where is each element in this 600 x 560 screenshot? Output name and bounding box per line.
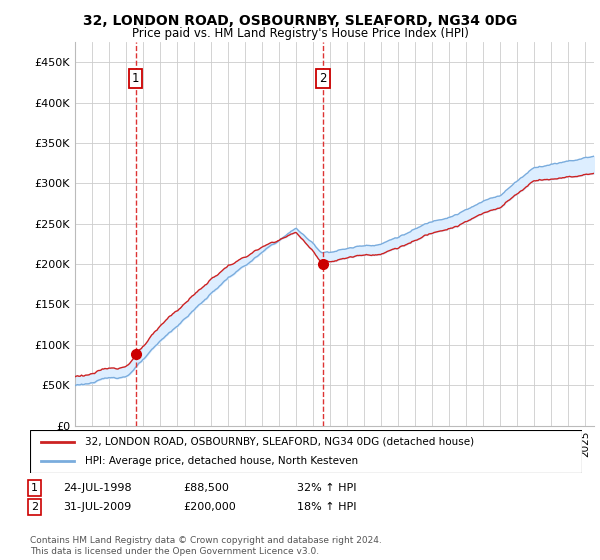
Text: 18% ↑ HPI: 18% ↑ HPI <box>297 502 356 512</box>
Text: 1: 1 <box>132 72 139 85</box>
Text: 2: 2 <box>319 72 327 85</box>
Text: Contains HM Land Registry data © Crown copyright and database right 2024.
This d: Contains HM Land Registry data © Crown c… <box>30 536 382 556</box>
FancyBboxPatch shape <box>30 430 582 473</box>
Text: £88,500: £88,500 <box>183 483 229 493</box>
Text: 1: 1 <box>31 483 38 493</box>
Text: 31-JUL-2009: 31-JUL-2009 <box>63 502 131 512</box>
Text: 32, LONDON ROAD, OSBOURNBY, SLEAFORD, NG34 0DG (detached house): 32, LONDON ROAD, OSBOURNBY, SLEAFORD, NG… <box>85 437 475 447</box>
Text: £200,000: £200,000 <box>183 502 236 512</box>
Text: 2: 2 <box>31 502 38 512</box>
Text: 32, LONDON ROAD, OSBOURNBY, SLEAFORD, NG34 0DG: 32, LONDON ROAD, OSBOURNBY, SLEAFORD, NG… <box>83 14 517 28</box>
Text: 32% ↑ HPI: 32% ↑ HPI <box>297 483 356 493</box>
Text: 24-JUL-1998: 24-JUL-1998 <box>63 483 131 493</box>
Text: HPI: Average price, detached house, North Kesteven: HPI: Average price, detached house, Nort… <box>85 456 358 466</box>
Text: Price paid vs. HM Land Registry's House Price Index (HPI): Price paid vs. HM Land Registry's House … <box>131 27 469 40</box>
